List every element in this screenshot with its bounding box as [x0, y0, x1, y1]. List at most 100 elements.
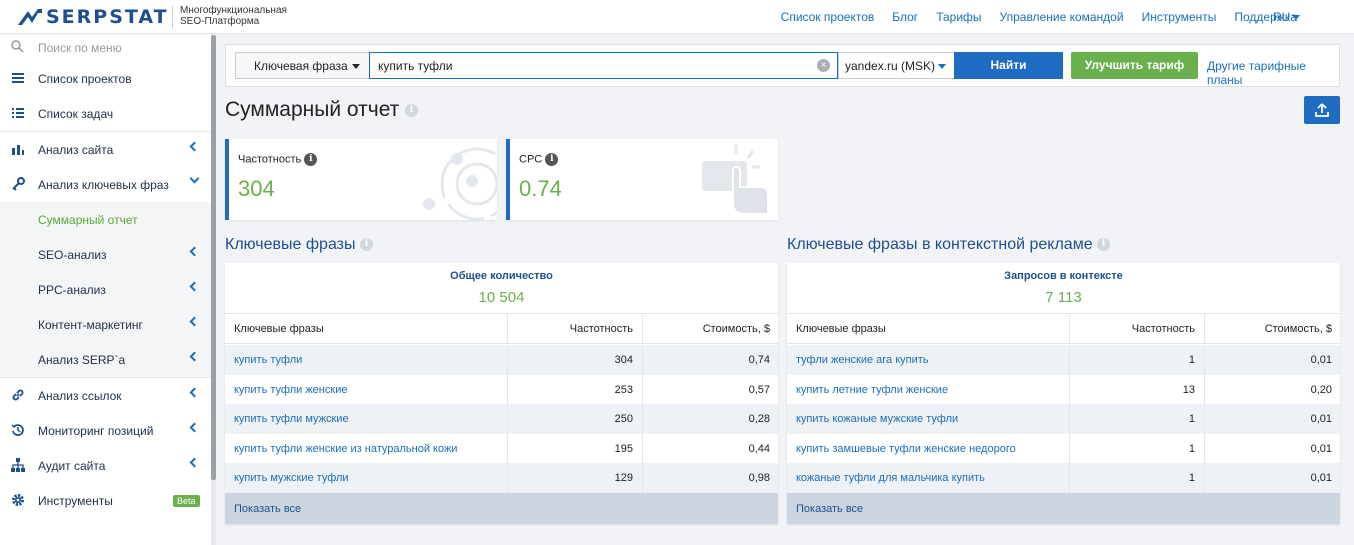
keyword-link[interactable]: купить туфли мужские: [234, 413, 349, 426]
upload-icon: [1315, 103, 1329, 117]
search-type-select[interactable]: Ключевая фраза: [235, 52, 370, 79]
keyword-link[interactable]: кожаные туфли для мальчика купить: [796, 472, 985, 485]
sidebar-divider: [0, 377, 212, 378]
beta-badge: Beta: [173, 495, 200, 507]
nav-blog[interactable]: Блог: [892, 10, 919, 24]
keyword-link[interactable]: купить туфли женские: [234, 383, 348, 396]
table-header: Ключевые фразы Частотность Стоимость, $: [225, 313, 778, 344]
info-icon[interactable]: i: [304, 153, 318, 166]
click-icon: [702, 144, 769, 215]
clear-icon[interactable]: ×: [817, 59, 830, 72]
table-row: купить туфли женские 253 0,57: [225, 374, 778, 405]
nav-team[interactable]: Управление командой: [999, 10, 1124, 24]
chevron-left-icon: [189, 141, 200, 152]
keyword-link[interactable]: купить кожаные мужские туфли: [796, 413, 959, 426]
logo-tagline: Многофункциональная SEO-Платформа: [180, 5, 287, 27]
info-icon[interactable]: i: [359, 238, 373, 252]
logo-arrow-icon: [18, 7, 42, 27]
sidebar-item-seo-analysis[interactable]: SEO-анализ: [0, 237, 212, 272]
sidebar-item-link-analysis[interactable]: Анализ ссылок: [0, 378, 212, 413]
chevron-left-icon: [189, 422, 200, 433]
logo-divider: [172, 6, 173, 28]
sidebar-item-serp-analysis[interactable]: Анализ SERP`a: [0, 342, 212, 377]
show-all-button[interactable]: Показать все: [787, 493, 1340, 524]
chevron-down-icon: [938, 64, 946, 69]
sidebar-divider: [0, 131, 212, 132]
metric-value: 0.74: [519, 176, 562, 201]
key-icon: [11, 177, 25, 191]
chevron-down-icon: [1292, 14, 1301, 20]
list-icon: [11, 71, 25, 85]
sidebar-scrollbar[interactable]: [211, 35, 216, 480]
keyword-link[interactable]: туфли женские ага купить: [796, 354, 929, 366]
chevron-left-icon: [189, 457, 200, 468]
metric-value: 304: [238, 176, 275, 201]
sidebar-search[interactable]: Поиск по меню: [0, 35, 212, 60]
nav-tools[interactable]: Инструменты: [1141, 10, 1217, 24]
organic-keywords-panel: Общее количество 10 504 Ключевые фразы Ч…: [225, 263, 778, 524]
sidebar-item-site-audit[interactable]: Аудит сайта: [0, 448, 212, 483]
col-cost[interactable]: Стоимость, $: [702, 323, 770, 335]
table-header: Ключевые фразы Частотность Стоимость, $: [787, 313, 1340, 344]
export-button[interactable]: [1304, 96, 1340, 124]
keyword-link[interactable]: купить замшевые туфли женские недорого: [796, 442, 1016, 455]
col-frequency[interactable]: Частотность: [1131, 323, 1195, 335]
summary-label[interactable]: Запросов в контексте: [1004, 270, 1123, 282]
chevron-down-icon: [352, 64, 360, 69]
link-icon: [11, 388, 25, 402]
sidebar-item-projects[interactable]: Список проектов: [0, 61, 212, 96]
table-row: купить кожаные мужские туфли 1 0,01: [787, 404, 1340, 434]
ppc-keywords-panel: Запросов в контексте 7 113 Ключевые фраз…: [787, 263, 1340, 524]
sidebar-item-content-marketing[interactable]: Контент-маркетинг: [0, 307, 212, 342]
show-all-button[interactable]: Показать все: [225, 493, 778, 524]
table-row: купить туфли женские из натуральной кожи…: [225, 433, 778, 464]
nav-pricing[interactable]: Тарифы: [936, 10, 982, 24]
table-row: купить туфли 304 0,74: [225, 345, 778, 375]
chevron-left-icon: [189, 246, 200, 257]
sidebar-item-tools[interactable]: Инструменты Beta: [0, 483, 212, 518]
keyword-link[interactable]: купить летние туфли женские: [796, 383, 949, 396]
keyword-link[interactable]: купить мужские туфли: [234, 472, 349, 485]
table-row: купить туфли мужские 250 0,28: [225, 404, 778, 434]
table-row: кожаные туфли для мальчика купить 1 0,01: [787, 463, 1340, 493]
info-icon[interactable]: i: [545, 153, 559, 166]
page-title: Суммарный отчет i: [225, 98, 419, 122]
metric-card-cpc: CPC i 0.74: [506, 139, 778, 220]
metric-card-frequency: Частотность i 304: [225, 139, 497, 220]
col-frequency[interactable]: Частотность: [569, 323, 633, 335]
history-icon: [11, 423, 25, 437]
chevron-down-icon: [189, 173, 200, 184]
organic-section-title: Ключевые фразы i: [225, 236, 373, 254]
nav-support[interactable]: Поддержка: [1234, 10, 1297, 24]
table-row: туфли женские ага купить 1 0,01: [787, 345, 1340, 375]
chevron-left-icon: [189, 387, 200, 398]
sidebar-item-ppc-analysis[interactable]: PPC-анализ: [0, 272, 212, 307]
keyword-link[interactable]: купить туфли: [234, 354, 303, 366]
col-keyword[interactable]: Ключевые фразы: [796, 323, 886, 335]
keyword-link[interactable]: купить туфли женские из натуральной кожи: [234, 442, 458, 455]
col-cost[interactable]: Стоимость, $: [1264, 323, 1332, 335]
search-icon: [11, 40, 25, 54]
sidebar-item-keyword-analysis[interactable]: Анализ ключевых фраз: [0, 167, 212, 202]
upgrade-plan-button[interactable]: Улучшить тариф: [1071, 52, 1198, 79]
sidebar-item-rank-tracker[interactable]: Мониторинг позиций: [0, 413, 212, 448]
summary-label[interactable]: Общее количество: [450, 270, 553, 282]
sidebar-item-site-analysis[interactable]: Анализ сайта: [0, 132, 212, 167]
table-row: купить мужские туфли 129 0,98: [225, 463, 778, 493]
language-selector[interactable]: RU: [1273, 10, 1301, 24]
sidebar-item-tasks[interactable]: Список задач: [0, 96, 212, 131]
database-select[interactable]: yandex.ru (MSK): [838, 52, 955, 79]
find-button[interactable]: Найти: [954, 52, 1063, 79]
ppc-section-title: Ключевые фразы в контекстной рекламе i: [787, 236, 1111, 254]
info-icon[interactable]: i: [1097, 238, 1111, 252]
info-icon[interactable]: i: [405, 103, 419, 117]
serpstat-logo[interactable]: SERPSTAT: [18, 6, 169, 28]
gear-icon: [11, 493, 25, 507]
sidebar-item-summary-report[interactable]: Суммарный отчет: [0, 202, 212, 237]
other-plans-link[interactable]: Другие тарифные планы: [1207, 59, 1306, 87]
summary-value: 10 504: [478, 289, 525, 306]
summary-value: 7 113: [1045, 289, 1082, 306]
col-keyword[interactable]: Ключевые фразы: [234, 323, 324, 335]
nav-projects[interactable]: Список проектов: [780, 10, 875, 24]
query-input[interactable]: [369, 52, 838, 79]
